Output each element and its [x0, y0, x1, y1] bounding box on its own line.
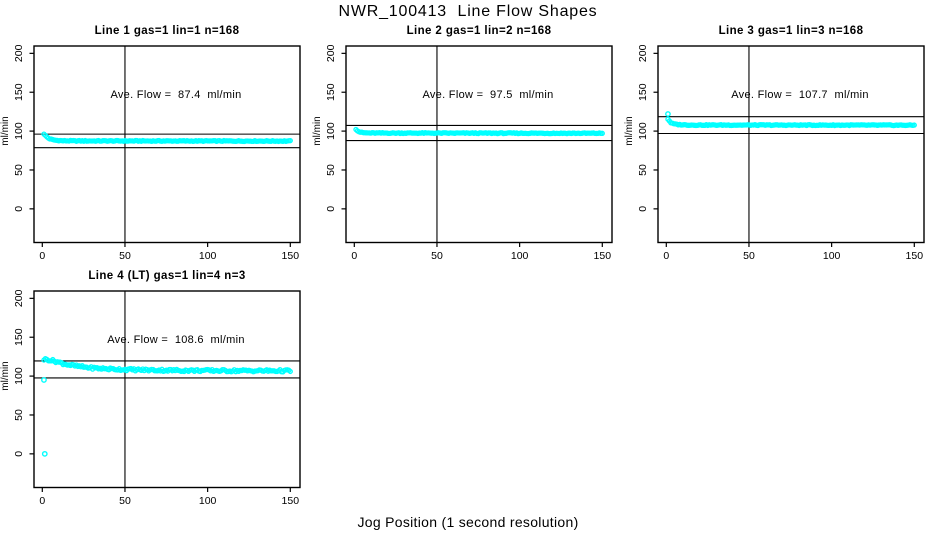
subplot-line-2: 0 50 100 150 0 50 100 150 200 Line 2 gas=1 lin=2… — [312, 25, 613, 262]
data-point — [911, 122, 917, 128]
y-tick-label: 100 — [637, 122, 649, 140]
x-tick-label: 0 — [663, 250, 669, 262]
y-tick-label: 0 — [13, 206, 25, 212]
subplot-title: Line 4 (LT) gas=1 lin=4 n=3 — [88, 270, 245, 282]
x-tick-label: 0 — [39, 495, 45, 507]
plot-box — [657, 45, 925, 244]
outlier-point — [665, 111, 671, 117]
y-tick-label: 50 — [13, 164, 25, 176]
subplot-title: Line 1 gas=1 lin=1 n=168 — [95, 25, 240, 37]
y-tick-label: 200 — [13, 289, 25, 307]
x-tick-label: 100 — [199, 495, 217, 507]
y-axis-label: ml/min — [0, 361, 11, 390]
y-tick-label: 0 — [325, 206, 337, 212]
x-tick-label: 100 — [511, 250, 529, 262]
y-tick-label: 200 — [13, 44, 25, 62]
y-tick-label: 200 — [325, 44, 337, 62]
ave-flow-annotation: Ave. Flow = 87.4 ml/min — [110, 89, 241, 101]
x-tick-label: 50 — [119, 250, 131, 262]
axes-layer: 0 50 100 150 0 50 100 150 200 — [325, 44, 613, 262]
y-axis-label: ml/min — [312, 116, 323, 145]
x-tick-label: 150 — [906, 250, 924, 262]
x-tick-label: 150 — [594, 250, 612, 262]
x-tick-label: 0 — [39, 250, 45, 262]
y-axis-label: ml/min — [0, 116, 11, 145]
y-axis-label: ml/min — [624, 116, 635, 145]
data-point — [287, 138, 293, 144]
y-tick-label: 100 — [325, 122, 337, 140]
y-tick-label: 100 — [13, 367, 25, 385]
plot-box — [33, 290, 301, 489]
x-tick-label: 150 — [282, 250, 300, 262]
ave-flow-annotation: Ave. Flow = 97.5 ml/min — [422, 89, 553, 101]
subplot-title: Line 3 gas=1 lin=3 n=168 — [719, 25, 864, 37]
y-tick-label: 200 — [637, 44, 649, 62]
x-tick-label: 50 — [119, 495, 131, 507]
x-tick-label: 0 — [351, 250, 357, 262]
y-tick-label: 150 — [13, 83, 25, 101]
axes-layer: 0 50 100 150 0 50 100 150 200 — [13, 289, 301, 507]
x-axis-label: Jog Position (1 second resolution) — [357, 514, 579, 530]
subplot-line-3: 0 50 100 150 0 50 100 150 200 Line 3 gas=1 lin=3… — [624, 25, 925, 262]
subplot-line-1: 0 50 100 150 0 50 100 150 200 Line 1 gas=1 lin=1… — [0, 25, 301, 262]
y-tick-label: 50 — [637, 164, 649, 176]
data-points-layer — [665, 111, 917, 129]
outlier-point — [41, 450, 48, 457]
axes-layer: 0 50 100 150 0 50 100 150 200 — [637, 44, 925, 262]
x-tick-label: 150 — [282, 495, 300, 507]
x-tick-label: 50 — [431, 250, 443, 262]
ave-flow-annotation: Ave. Flow = 107.7 ml/min — [731, 89, 869, 101]
subplot-line-4: 0 50 100 150 0 50 100 150 200 Line 4 (LT) gas=1 … — [0, 270, 301, 507]
plot-box — [33, 45, 301, 244]
y-tick-label: 50 — [13, 409, 25, 421]
x-tick-label: 100 — [823, 250, 841, 262]
data-point — [287, 368, 293, 375]
y-tick-label: 100 — [13, 122, 25, 140]
data-points-layer — [353, 126, 605, 137]
data-points-layer — [41, 131, 293, 145]
plot-box — [345, 45, 613, 244]
data-points-layer — [41, 355, 293, 457]
data-point — [599, 130, 605, 136]
figure-title: NWR_100413 Line Flow Shapes — [338, 3, 598, 20]
y-tick-label: 150 — [13, 328, 25, 346]
outlier-point — [41, 377, 47, 383]
y-tick-label: 0 — [13, 451, 25, 457]
ave-flow-annotation: Ave. Flow = 108.6 ml/min — [107, 334, 245, 346]
subplot-title: Line 2 gas=1 lin=2 n=168 — [407, 25, 552, 37]
x-tick-label: 50 — [743, 250, 755, 262]
y-tick-label: 50 — [325, 164, 337, 176]
axes-layer: 0 50 100 150 0 50 100 150 200 — [13, 44, 301, 262]
y-tick-label: 150 — [325, 83, 337, 101]
y-tick-label: 150 — [637, 83, 649, 101]
y-tick-label: 0 — [637, 206, 649, 212]
x-tick-label: 100 — [199, 250, 217, 262]
